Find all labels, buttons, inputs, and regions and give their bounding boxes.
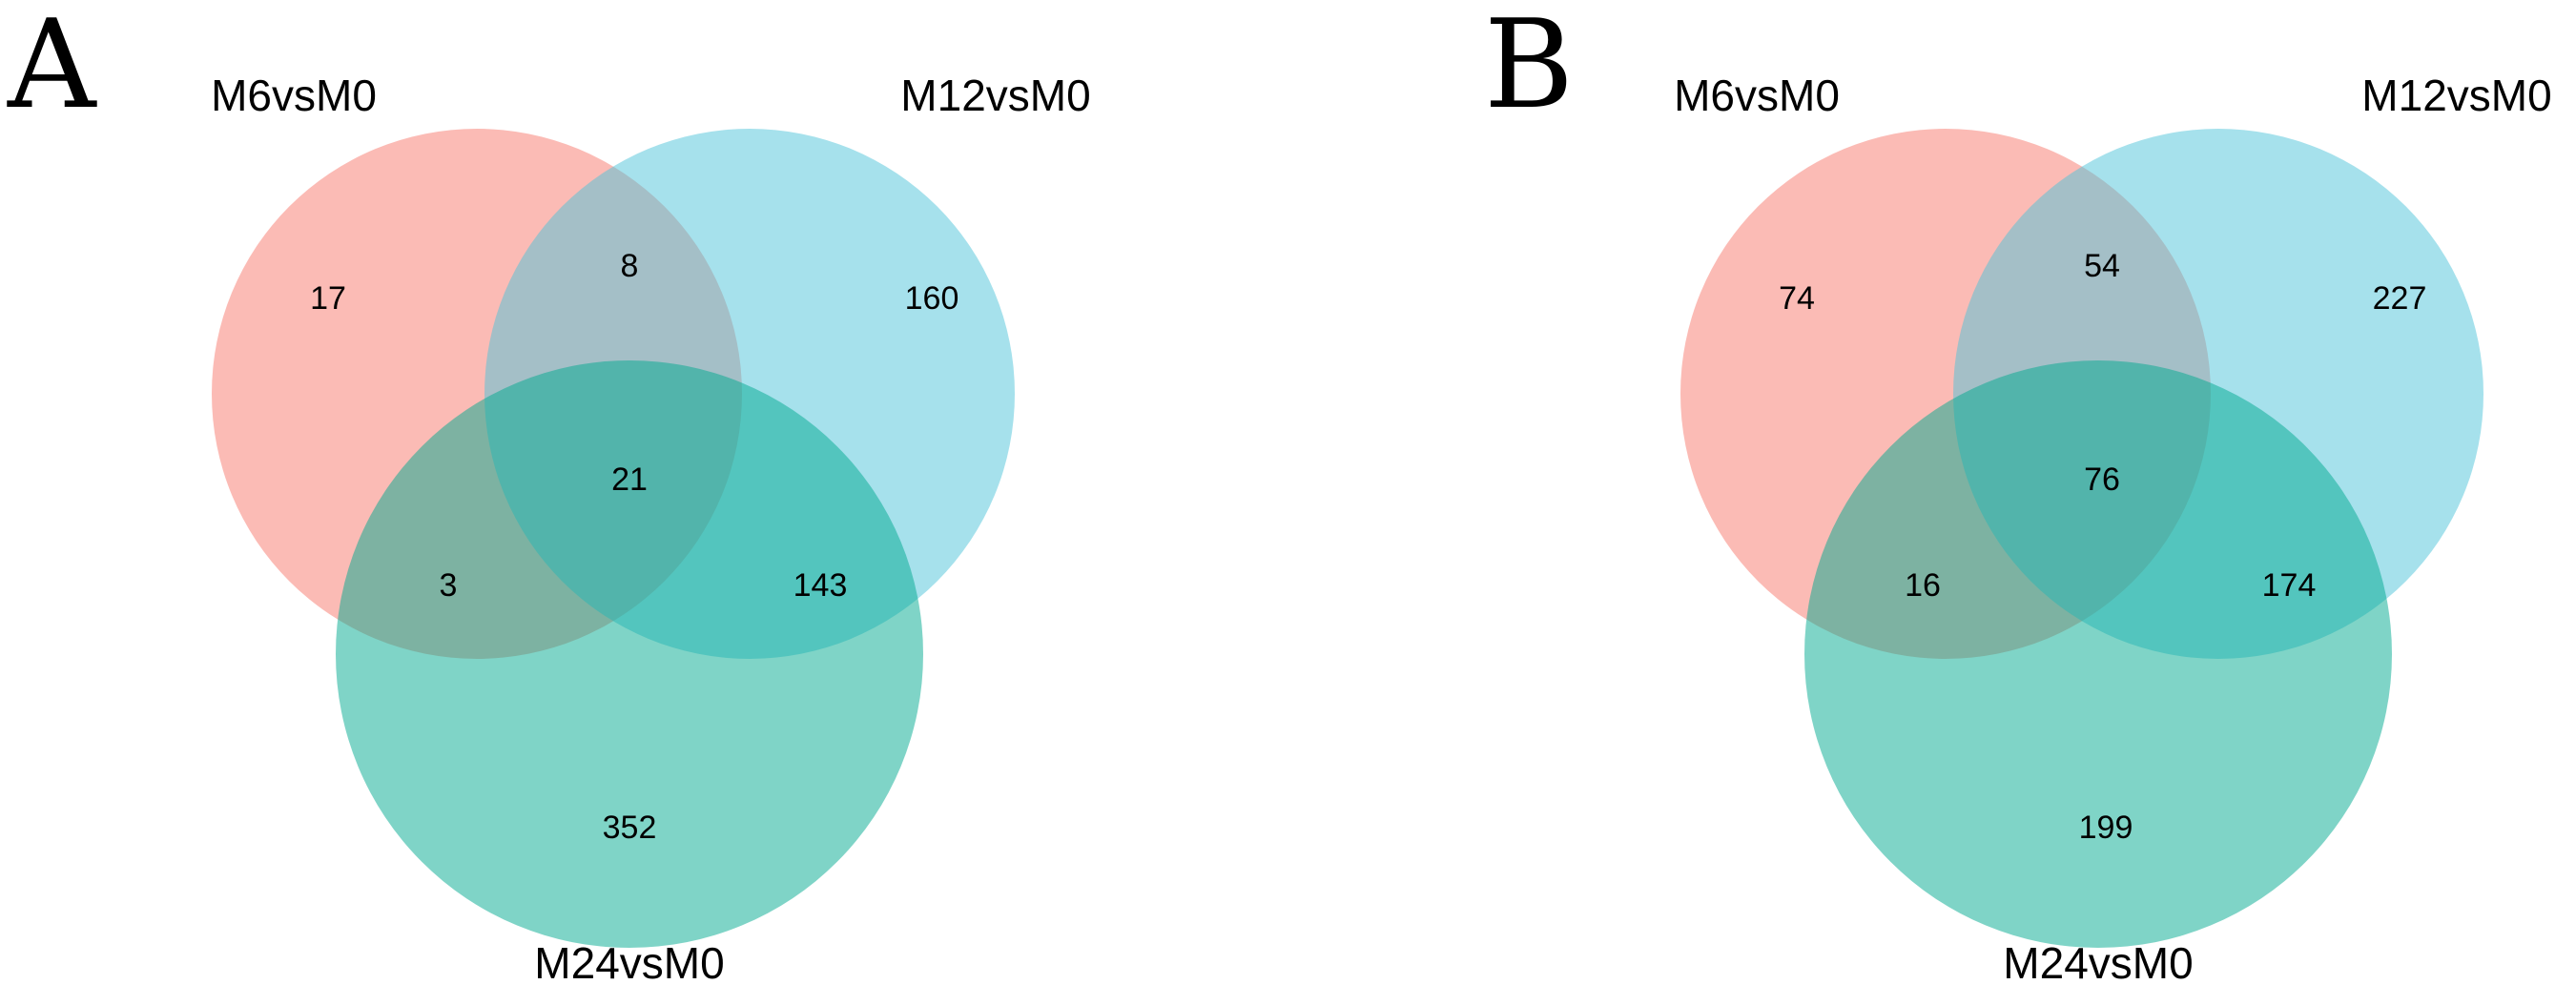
count-m12-m24: 174 [2262, 567, 2317, 604]
set-label-m6: M6vsM0 [1674, 71, 1840, 120]
venn-circle-m24 [1804, 360, 2392, 948]
set-label-m24: M24vsM0 [2003, 938, 2193, 988]
panel-letter-a: A [7, 0, 97, 136]
count-m24-only: 352 [603, 810, 657, 846]
set-label-m6: M6vsM0 [211, 71, 377, 120]
count-m6-m24: 3 [440, 567, 458, 604]
count-all-three: 76 [2084, 461, 2120, 498]
count-m12-m24: 143 [793, 567, 848, 604]
count-m6-m24: 16 [1905, 567, 1941, 604]
count-m12-only: 227 [2373, 280, 2427, 317]
venn-panel-a: A M6vsM0 M12vsM0 M24vsM0 17 160 352 8 3 … [7, 0, 1091, 988]
count-m6-only: 17 [310, 280, 346, 317]
panel-letter-b: B [1484, 0, 1574, 136]
venn-circle-m24 [336, 360, 923, 948]
venn-panel-b: B M6vsM0 M12vsM0 M24vsM0 74 227 199 54 1… [1484, 0, 2552, 988]
set-label-m12: M12vsM0 [2361, 71, 2551, 120]
count-m6-m12: 8 [621, 248, 639, 284]
count-m6-only: 74 [1779, 280, 1815, 317]
count-m6-m12: 54 [2084, 248, 2120, 284]
count-m24-only: 199 [2079, 810, 2133, 846]
count-m12-only: 160 [905, 280, 959, 317]
set-label-m12: M12vsM0 [900, 71, 1090, 120]
set-label-m24: M24vsM0 [534, 938, 724, 988]
count-all-three: 21 [611, 461, 648, 498]
